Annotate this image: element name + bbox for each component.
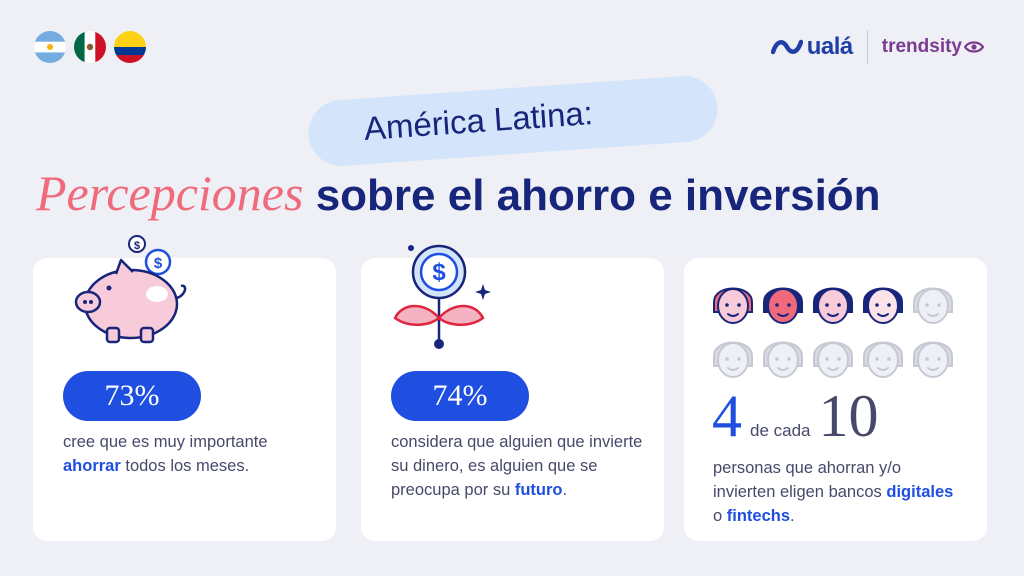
person-face-muted-icon <box>908 332 958 382</box>
person-face-muted-icon <box>708 332 758 382</box>
card-description: personas que ahorran y/o invierten elige… <box>713 459 954 525</box>
title-rest: sobre el ahorro e inversión <box>315 171 881 220</box>
person-face-highlighted-icon <box>758 278 808 328</box>
stat-denominator: 10 <box>818 383 879 449</box>
coin-plant-icon: $ <box>393 244 491 349</box>
person-face-highlighted-icon <box>808 278 858 328</box>
svg-text:$: $ <box>432 259 446 286</box>
title-accent: Percepciones <box>36 165 304 221</box>
trendsity-logo-text: trendsity <box>881 36 962 57</box>
country-flags <box>34 31 146 63</box>
card-investment: $ 74% considera que alguien que invierte… <box>361 244 664 541</box>
mexico-flag-icon <box>74 31 106 63</box>
person-face-muted-icon <box>908 278 958 328</box>
card-description: cree que es muy importante ahorrar todos… <box>63 433 268 475</box>
svg-text:$: $ <box>154 255 163 272</box>
highlight-word: fintechs <box>726 507 791 525</box>
colombia-flag-icon <box>114 31 146 63</box>
person-face-muted-icon <box>858 332 908 382</box>
person-face-muted-icon <box>758 332 808 382</box>
page-title: Percepciones sobre el ahorro e inversión <box>36 164 881 222</box>
highlight-word: futuro <box>514 481 563 499</box>
card-savings: $ $ 73% cree que es muy importante ahorr… <box>33 235 336 541</box>
uala-logo-text: ualá <box>806 33 854 60</box>
trendsity-logo: trendsity <box>882 36 984 58</box>
card-description: considera que alguien que invierte su di… <box>391 433 643 499</box>
svg-text:$: $ <box>134 240 140 252</box>
highlight-word: digitales <box>886 483 954 501</box>
uala-logo: ualá <box>770 33 854 61</box>
person-face-highlighted-icon <box>708 278 758 328</box>
people-faces-icon <box>708 278 958 382</box>
stat-ratio: 4 de cada 10 <box>712 386 879 446</box>
piggy-bank-icon: $ $ <box>74 235 187 344</box>
person-face-muted-icon <box>808 332 858 382</box>
person-face-highlighted-icon <box>858 278 908 328</box>
brand-logos: ualá trendsity <box>770 30 984 64</box>
argentina-flag-icon <box>34 31 66 63</box>
highlight-word: ahorrar <box>63 457 121 475</box>
eye-icon <box>964 41 984 53</box>
uala-wave-icon <box>770 39 803 55</box>
percent-badge: 74% <box>391 371 529 421</box>
stat-connector: de cada <box>750 421 811 440</box>
percent-badge: 73% <box>63 371 201 421</box>
stat-numerator: 4 <box>712 383 742 449</box>
logo-divider <box>866 30 868 64</box>
